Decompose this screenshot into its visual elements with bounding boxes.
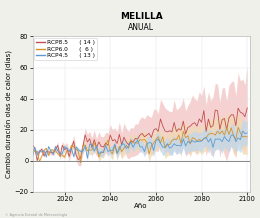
Text: ANUAL: ANUAL <box>128 23 154 32</box>
X-axis label: Año: Año <box>134 203 148 209</box>
Text: MELILLA: MELILLA <box>120 12 162 21</box>
Legend: RCP8.5      ( 14 ), RCP6.0      (  6 ), RCP4.5      ( 13 ): RCP8.5 ( 14 ), RCP6.0 ( 6 ), RCP4.5 ( 13… <box>34 38 97 60</box>
Text: © Agencia Estatal de Meteorología: © Agencia Estatal de Meteorología <box>5 213 67 217</box>
Y-axis label: Cambio duración olas de calor (días): Cambio duración olas de calor (días) <box>4 50 12 178</box>
